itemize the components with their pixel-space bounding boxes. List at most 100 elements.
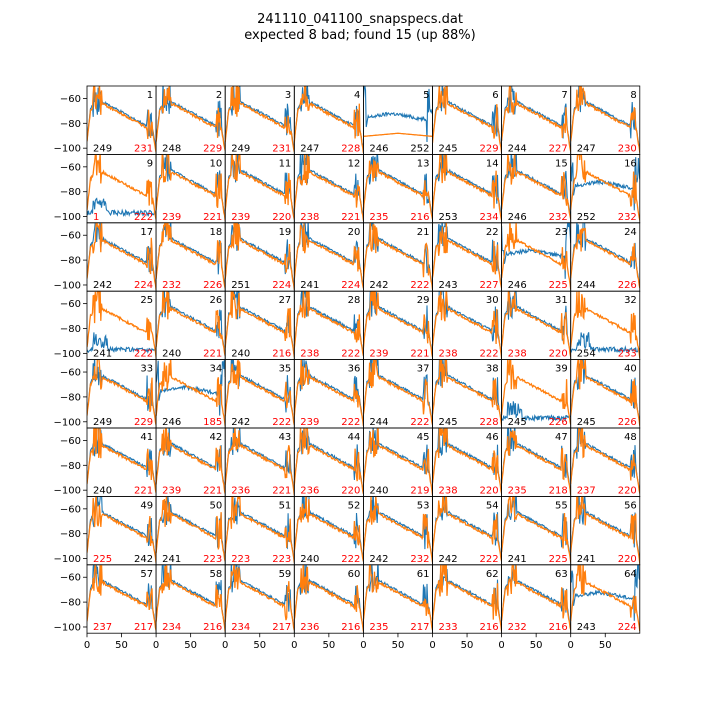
series-orange-line — [363, 132, 433, 138]
series-orange-line — [225, 154, 295, 220]
panel-number-label: 23 — [555, 227, 568, 238]
panel-15: 15 246 232 — [501, 153, 572, 224]
panel-left-count-label: 249 — [231, 143, 250, 154]
panel-47: 47 235 218 — [501, 427, 572, 497]
panel-left-count-label: 244 — [508, 143, 527, 154]
panel-39: 39 245 226 — [501, 359, 572, 429]
panel-number-label: 40 — [624, 364, 637, 375]
series-orange-line — [87, 359, 157, 426]
series-orange-line — [156, 564, 226, 632]
panel-18: 18 232 226 — [155, 222, 226, 292]
series-orange-line — [156, 154, 226, 221]
panel-left-count-label: 1 — [93, 212, 99, 223]
panel-49: 49 225 242 −60 −80 −100 — [54, 495, 157, 566]
panel-right-count-label: 220 — [341, 485, 360, 496]
panel-right-count-label: 223 — [272, 554, 291, 565]
panel-number-label: 32 — [624, 295, 637, 306]
panel-51: 51 223 223 — [224, 495, 295, 566]
series-orange-line — [87, 154, 157, 220]
panel-left-count-label: 240 — [162, 349, 181, 360]
panel-number-label: 2 — [216, 90, 222, 101]
panel-number-label: 49 — [140, 500, 153, 511]
series-orange-line — [570, 564, 640, 632]
panel-left-count-label: 238 — [300, 349, 319, 360]
panel-left-count-label: 243 — [577, 622, 596, 633]
panel-38: 38 245 228 — [432, 359, 502, 429]
series-blue-line — [87, 564, 157, 629]
panel-left-count-label: 245 — [508, 417, 527, 428]
panel-9: 9 1 222 −60 −80 −100 — [54, 153, 157, 224]
series-orange-line — [501, 291, 571, 358]
panel-number-label: 62 — [486, 569, 499, 580]
panel-left-count-label: 234 — [231, 622, 250, 633]
panel-left-count-label: 248 — [162, 143, 181, 154]
y-tick-label: −60 — [60, 436, 81, 447]
panel-4: 4 247 228 — [293, 85, 364, 155]
panel-left-count-label: 237 — [577, 485, 596, 496]
series-blue-line — [501, 401, 571, 423]
series-blue-line — [294, 564, 364, 631]
series-orange-line — [432, 86, 502, 153]
panel-left-count-label: 246 — [508, 212, 527, 223]
panel-23: 23 246 225 — [501, 222, 572, 292]
panel-number-label: 45 — [417, 432, 430, 443]
series-orange-line — [501, 359, 571, 425]
series-orange-line — [225, 222, 295, 290]
panel-right-count-label: 216 — [549, 622, 568, 633]
series-orange-line — [294, 359, 364, 427]
panel-right-count-label: 220 — [549, 349, 568, 360]
x-tick-label: 50 — [392, 640, 405, 651]
panel-right-count-label: 226 — [618, 280, 637, 291]
panel-number-label: 15 — [555, 158, 568, 169]
x-tick-label: 50 — [530, 640, 543, 651]
panel-right-count-label: 226 — [203, 280, 222, 291]
panel-left-count-label: 235 — [508, 485, 527, 496]
panel-right-count-label: 217 — [134, 622, 153, 633]
series-blue-line — [432, 154, 502, 219]
panel-55: 55 241 225 — [501, 495, 572, 566]
panel-right-count-label: 232 — [549, 212, 568, 223]
panel-right-count-label: 222 — [134, 349, 153, 360]
series-orange-line — [294, 154, 364, 221]
panel-right-count-label: 222 — [480, 554, 499, 565]
panel-right-count-label: 216 — [480, 622, 499, 633]
panel-number-label: 19 — [279, 227, 292, 238]
series-orange-line — [225, 564, 295, 631]
panel-52: 52 240 222 — [293, 495, 364, 566]
panel-left-count-label: 223 — [231, 554, 250, 565]
series-orange-line — [570, 291, 640, 359]
series-orange-line — [363, 564, 433, 631]
panel-left-count-label: 236 — [231, 485, 250, 496]
series-orange-line — [87, 86, 157, 153]
panel-right-count-label: 224 — [134, 280, 153, 291]
panel-28: 28 238 222 — [293, 290, 364, 361]
panel-right-count-label: 225 — [549, 280, 568, 291]
panel-left-count-label: 246 — [369, 143, 388, 154]
panel-right-count-label: 218 — [549, 485, 568, 496]
panel-40: 40 245 226 — [570, 359, 641, 429]
panel-left-count-label: 241 — [93, 349, 112, 360]
panel-left-count-label: 241 — [300, 280, 319, 291]
panel-right-count-label: 221 — [272, 485, 291, 496]
series-orange-line — [225, 359, 295, 426]
panel-right-count-label: 227 — [480, 280, 499, 291]
panel-10: 10 239 221 — [155, 153, 226, 224]
panel-43: 43 236 221 — [224, 427, 295, 497]
panel-right-count-label: 221 — [203, 485, 222, 496]
panel-left-count-label: 239 — [162, 485, 181, 496]
panel-left-count-label: 240 — [231, 349, 250, 360]
panel-41: 41 240 221 −60 −80 −100 — [54, 427, 157, 497]
y-tick-label: −80 — [60, 529, 81, 540]
y-tick-label: −100 — [54, 554, 81, 565]
series-orange-line — [432, 154, 502, 221]
series-blue-line — [363, 86, 433, 143]
panel-right-count-label: 222 — [341, 349, 360, 360]
panel-11: 11 239 220 — [224, 153, 295, 224]
panel-46: 46 238 220 — [432, 427, 502, 497]
panel-number-label: 38 — [486, 364, 499, 375]
x-tick-label: 0 — [222, 640, 228, 651]
series-orange-line — [432, 496, 502, 562]
y-tick-label: −60 — [60, 504, 81, 515]
panel-right-count-label: 230 — [618, 143, 637, 154]
y-tick-label: −100 — [54, 144, 81, 155]
